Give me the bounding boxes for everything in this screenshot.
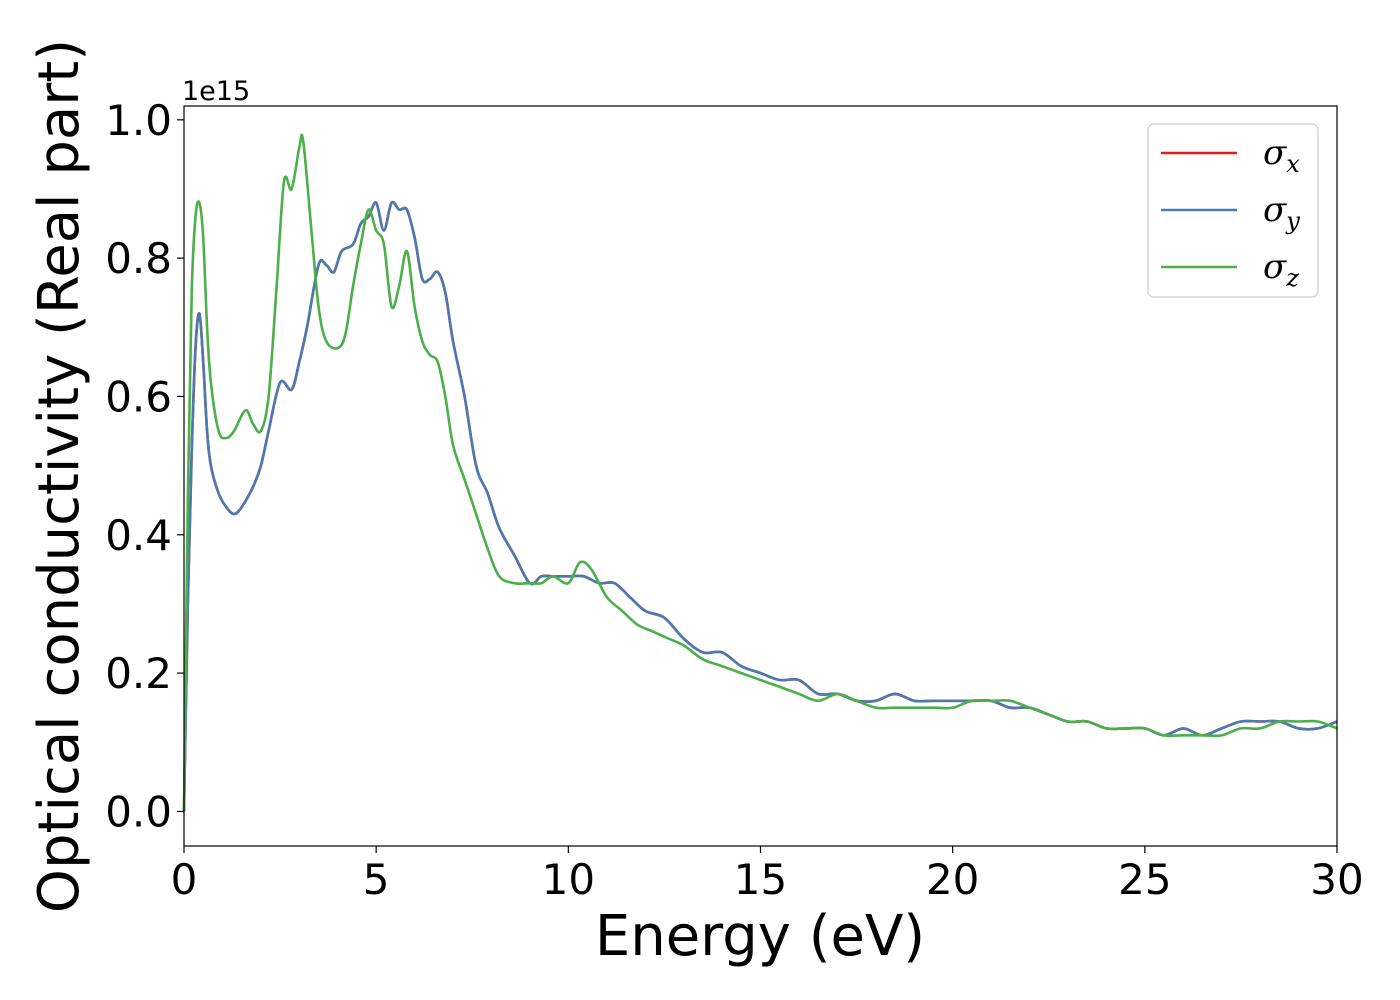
legend: σx σy σz bbox=[1147, 123, 1319, 298]
y-tick-label: 0.0 bbox=[105, 787, 172, 836]
x-tick-label: 15 bbox=[734, 855, 787, 904]
series-line-z bbox=[182, 133, 1338, 812]
x-tick-label: 5 bbox=[363, 855, 390, 904]
legend-label-y: σy bbox=[1263, 190, 1300, 235]
legend-label-z: σz bbox=[1263, 247, 1299, 292]
x-tick-label: 30 bbox=[1310, 855, 1363, 904]
y-tick-label: 0.4 bbox=[105, 511, 172, 560]
y-axis-label: Optical conductivity (Real part) bbox=[27, 39, 92, 913]
x-tick-label: 25 bbox=[1118, 855, 1171, 904]
y-tick-label: 0.2 bbox=[105, 649, 172, 698]
y-tick-label: 1.0 bbox=[105, 96, 172, 145]
legend-label-x: σx bbox=[1263, 133, 1300, 178]
x-tick-label: 10 bbox=[542, 855, 595, 904]
x-axis: 0 5 10 15 20 25 30 bbox=[171, 846, 1364, 904]
y-tick-label: 0.8 bbox=[105, 234, 172, 283]
x-tick-label: 20 bbox=[926, 855, 979, 904]
x-axis-label: Energy (eV) bbox=[595, 904, 925, 969]
y-axis: 0.0 0.2 0.4 0.6 0.8 1.0 bbox=[105, 96, 184, 836]
x-tick-label: 0 bbox=[171, 855, 198, 904]
y-tick-label: 0.6 bbox=[105, 372, 172, 421]
series-layer bbox=[182, 133, 1338, 812]
y-offset-label: 1e15 bbox=[182, 76, 250, 107]
